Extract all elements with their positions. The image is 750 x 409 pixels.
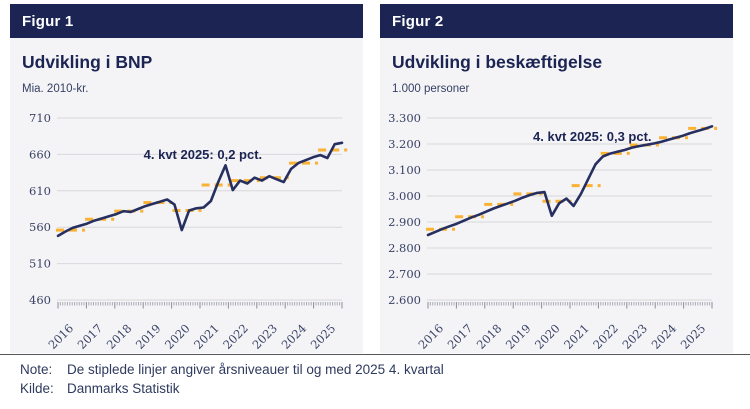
note-label: Note: (20, 362, 53, 377)
figure-1-header-bar: Figur 1 (10, 4, 363, 38)
x-tick-label: 2023 (249, 321, 280, 351)
x-tick-label: 2020 (532, 321, 563, 351)
y-tick-label: 610 (29, 184, 51, 198)
x-tick-label: 2019 (133, 321, 164, 351)
x-tick-label: 2017 (75, 321, 106, 351)
x-tick-label: 2021 (191, 321, 222, 351)
figure-2-unit-label: 1.000 personer (392, 83, 470, 95)
source-text: Danmarks Statistik (67, 381, 180, 396)
figure-2-panel: Figur 2 Udvikling i beskæftigelse 1.000 … (380, 4, 733, 353)
figure-1-title: Udvikling i BNP (22, 52, 153, 72)
footnote-block: Note: De stiplede linjer angiver årsnive… (20, 360, 444, 398)
x-tick-label: 2024 (649, 321, 680, 351)
quarterly-series-line (426, 124, 714, 237)
x-tick-label: 2025 (678, 321, 709, 351)
y-tick-label: 3.100 (388, 163, 421, 177)
employment-line-chart: 3.300 3.200 3.100 3.000 2.900 2.800 2.700 2.600… (388, 111, 718, 351)
figure-panels-row: Figur 1 Udvikling i BNP Mia. 2010-kr. 71… (10, 4, 733, 353)
figure-1-unit-label: Mia. 2010-kr. (22, 83, 89, 95)
x-tick-label: 2021 (561, 321, 592, 351)
y-tick-label: 2.700 (388, 267, 421, 281)
y-tick-label: 2.600 (388, 293, 421, 307)
bnp-line-chart: 7106606105605104602016201720182019202020… (29, 111, 348, 351)
x-tick-label: 2019 (503, 321, 534, 351)
y-tick-label: 3.200 (388, 137, 421, 151)
x-tick-label: 2016 (46, 321, 77, 351)
x-tick-label: 2022 (590, 321, 621, 351)
x-tick-label: 2020 (162, 321, 193, 351)
y-tick-label: 2.900 (388, 215, 421, 229)
y-tick-label: 710 (29, 111, 51, 125)
y-tick-label: 3.000 (388, 189, 421, 203)
note-text: De stiplede linjer angiver årsniveauer t… (67, 362, 444, 377)
y-tick-label: 460 (29, 293, 51, 307)
x-tick-label: 2023 (619, 321, 650, 351)
note-row: Note: De stiplede linjer angiver årsnive… (20, 360, 444, 379)
source-label: Kilde: (20, 381, 54, 396)
source-row: Kilde: Danmarks Statistik (20, 379, 444, 398)
x-tick-label: 2018 (104, 321, 135, 351)
y-tick-label: 3.300 (388, 111, 421, 125)
figure-1-panel: Figur 1 Udvikling i BNP Mia. 2010-kr. 71… (10, 4, 363, 353)
annotation-label: 4. kvt 2025: 0,3 pct. (533, 129, 652, 144)
x-tick-label: 2022 (220, 321, 251, 351)
x-tick-label: 2024 (279, 321, 310, 351)
figure-2-bar-label: Figur 2 (392, 12, 444, 30)
footer-divider (0, 354, 750, 355)
x-tick-label: 2016 (416, 321, 447, 351)
y-tick-label: 660 (29, 147, 51, 161)
y-tick-label: 510 (29, 257, 51, 271)
y-tick-label: 560 (29, 220, 51, 234)
figure-2-header-bar: Figur 2 (380, 4, 733, 38)
y-tick-label: 2.800 (388, 241, 421, 255)
figure-1-bar-label: Figur 1 (22, 12, 74, 30)
x-tick-label: 2018 (474, 321, 505, 351)
x-tick-label: 2017 (445, 321, 476, 351)
figure-2-title: Udvikling i beskæftigelse (392, 52, 603, 72)
annotation-label: 4. kvt 2025: 0,2 pct. (144, 147, 263, 162)
quarterly-series-line (56, 141, 344, 238)
x-tick-label: 2025 (308, 321, 339, 351)
